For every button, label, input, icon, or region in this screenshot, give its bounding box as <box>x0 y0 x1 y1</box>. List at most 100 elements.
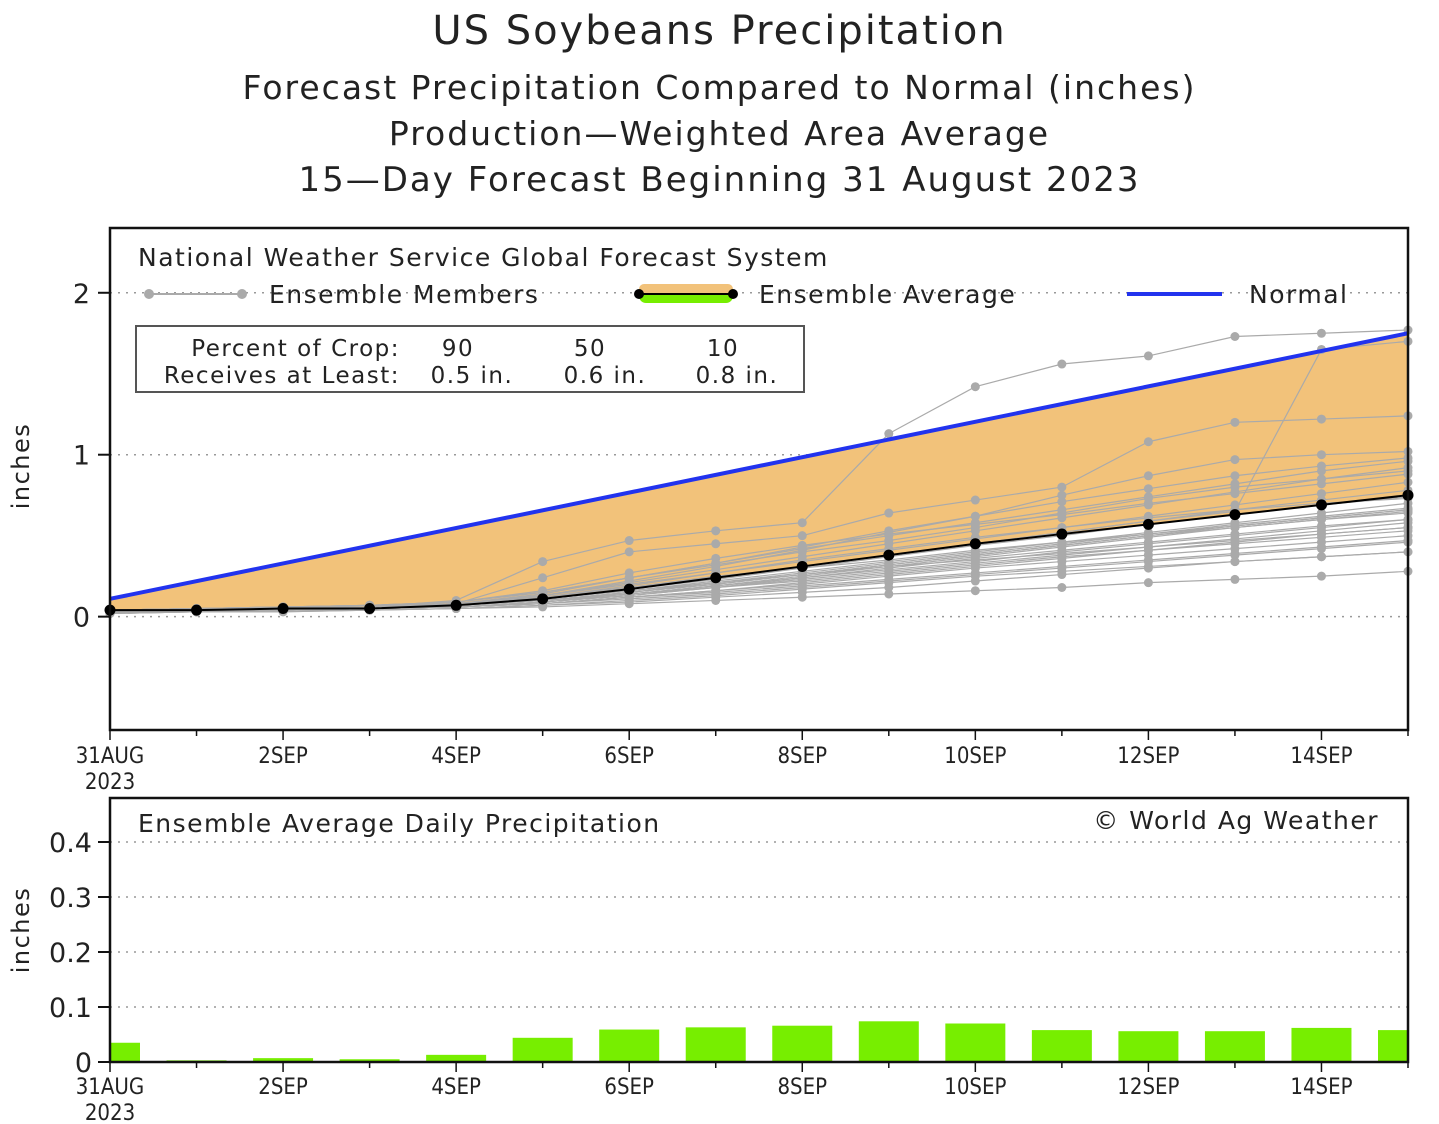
bottom-x-tick-label: 10SEP <box>944 1075 1006 1100</box>
crop-receives-label: Receives at Least: <box>164 363 400 389</box>
bottom-x-tick-label: 12SEP <box>1117 1075 1179 1100</box>
ensemble-average-point <box>1229 509 1241 521</box>
legend-average-marker <box>728 289 738 299</box>
ensemble-average-point <box>623 583 635 595</box>
crop-amount-10: 0.8 in. <box>696 363 779 389</box>
bottom-x-tick-label: 14SEP <box>1290 1075 1352 1100</box>
daily-precip-bar <box>253 1058 314 1062</box>
legend-members-label: Ensemble Members <box>269 280 539 309</box>
crop-percent-10: 10 <box>707 336 739 362</box>
ensemble-member-point <box>884 539 894 549</box>
ensemble-member-point <box>711 526 721 536</box>
daily-panel-label: Ensemble Average Daily Precipitation <box>138 809 661 838</box>
top-x-tick-label: 14SEP <box>1290 744 1352 769</box>
ensemble-member-line <box>109 570 1409 615</box>
bottom-y-tick-label: 0 <box>75 1048 92 1079</box>
daily-precip-bar <box>1204 1031 1265 1062</box>
ensemble-member-point <box>1143 563 1153 573</box>
legend-average-marker <box>634 289 644 299</box>
ensemble-member-point <box>1057 482 1067 492</box>
ensemble-member-point <box>1316 552 1326 562</box>
crop-amount-90: 0.5 in. <box>431 363 514 389</box>
bottom-y-tick-label: 0.2 <box>49 938 92 969</box>
daily-precip-bar <box>426 1054 487 1062</box>
ensemble-member-point <box>711 539 721 549</box>
bottom-x-tick-label: 4SEP <box>431 1075 481 1100</box>
ensemble-member-point <box>1230 557 1240 567</box>
ensemble-member-point <box>970 495 980 505</box>
ensemble-average-point <box>450 599 462 611</box>
ensemble-member-point <box>1143 531 1153 541</box>
daily-precip-bar <box>512 1037 573 1062</box>
daily-precip-bar <box>1378 1030 1408 1062</box>
bottom-y-axis-label: inches <box>7 887 35 974</box>
chart-subtitle-forecast: 15—Day Forecast Beginning 31 August 2023 <box>298 160 1141 200</box>
ensemble-average-point <box>710 572 722 584</box>
ensemble-member-point <box>1230 479 1240 489</box>
ensemble-member-point <box>1316 466 1326 476</box>
ensemble-member-point <box>624 597 634 607</box>
ensemble-average-point <box>1142 518 1154 530</box>
ensemble-average-point <box>537 593 549 605</box>
top-x-tick-label: 6SEP <box>604 744 654 769</box>
ensemble-member-point <box>1143 539 1153 549</box>
bottom-x-tick-label: 6SEP <box>604 1075 654 1100</box>
top-x-tick-label: 2SEP <box>258 744 308 769</box>
ensemble-member-point <box>1316 513 1326 523</box>
daily-panel: 0 0.1 0.2 0.3 0.4 31AUG 2SEP 4SEP 6SEP 8SEP 10SEP… <box>7 796 1410 1124</box>
ensemble-member-point <box>1057 540 1067 550</box>
ensemble-member-point <box>797 518 807 528</box>
ensemble-member-point <box>797 587 807 597</box>
legend-members-marker <box>144 289 154 299</box>
legend: Ensemble Members Ensemble Average Normal <box>144 280 1347 309</box>
daily-precip-bar <box>599 1029 660 1062</box>
daily-precip-bar <box>1291 1027 1352 1062</box>
ensemble-member-point <box>711 565 721 575</box>
ensemble-member-point <box>1143 492 1153 502</box>
ensemble-member-point <box>711 558 721 568</box>
ensemble-average-point <box>969 538 981 550</box>
top-y-axis-label: inches <box>7 423 35 510</box>
top-y-tick-label: 0 <box>73 603 90 634</box>
daily-precip-bar <box>858 1021 919 1062</box>
ensemble-member-point <box>1316 571 1326 581</box>
ensemble-member-point <box>797 573 807 583</box>
ensemble-member-point <box>1057 547 1067 557</box>
ensemble-member-point <box>970 557 980 567</box>
top-x-tick-label: 8SEP <box>777 744 827 769</box>
ensemble-member-point <box>1143 471 1153 481</box>
ensemble-member-point <box>970 550 980 560</box>
ensemble-member-point <box>1057 497 1067 507</box>
ensemble-member-point <box>884 565 894 575</box>
ensemble-member-point <box>1316 489 1326 499</box>
legend-average-label: Ensemble Average <box>759 280 1016 309</box>
daily-precip-bar <box>772 1025 833 1062</box>
legend-members-marker <box>237 289 247 299</box>
ensemble-member-point <box>1230 521 1240 531</box>
ensemble-member-point <box>1230 331 1240 341</box>
top-x-year-label: 2023 <box>85 770 135 795</box>
ensemble-average-point <box>1056 528 1068 540</box>
ensemble-member-point <box>1316 414 1326 424</box>
daily-precip-bar <box>1118 1031 1179 1062</box>
ensemble-member-point <box>1057 561 1067 571</box>
ensemble-member-point <box>884 589 894 599</box>
chart-subtitle: Forecast Precipitation Compared to Norma… <box>242 68 1197 107</box>
ensemble-member-point <box>1143 500 1153 510</box>
ensemble-member-point <box>970 568 980 578</box>
ensemble-average-point <box>796 560 808 572</box>
deficit-area <box>110 333 1408 611</box>
ensemble-member-point <box>1057 582 1067 592</box>
ensemble-member-line <box>109 551 1409 615</box>
bottom-y-tick-label: 0.3 <box>49 883 92 914</box>
crop-amount-50: 0.6 in. <box>564 363 647 389</box>
top-x-tick-label: 31AUG <box>76 744 145 769</box>
ensemble-member-point <box>538 573 548 583</box>
ensemble-average-point <box>1315 499 1327 511</box>
ensemble-member-point <box>970 576 980 586</box>
legend-average-swatch-fill <box>639 284 733 295</box>
ensemble-member-line <box>109 460 1409 611</box>
ensemble-member-point <box>884 531 894 541</box>
ensemble-member-point <box>1057 490 1067 500</box>
ensemble-member-point <box>711 592 721 602</box>
